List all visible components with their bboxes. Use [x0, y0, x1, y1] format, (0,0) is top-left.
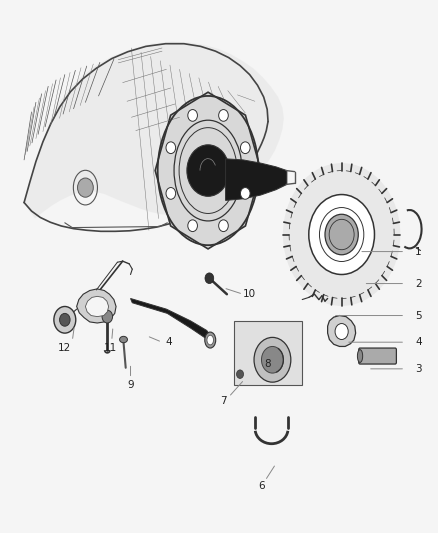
Circle shape: [166, 188, 176, 199]
Circle shape: [254, 337, 291, 382]
Circle shape: [283, 163, 400, 306]
Ellipse shape: [357, 350, 363, 362]
Ellipse shape: [120, 336, 127, 343]
Circle shape: [237, 370, 244, 378]
Circle shape: [240, 142, 250, 154]
Polygon shape: [131, 298, 211, 344]
Polygon shape: [155, 92, 261, 249]
Circle shape: [188, 110, 198, 122]
Text: 5: 5: [415, 311, 422, 320]
Circle shape: [188, 220, 198, 231]
Circle shape: [309, 195, 374, 274]
Ellipse shape: [205, 332, 215, 348]
Polygon shape: [328, 316, 356, 346]
Polygon shape: [77, 289, 116, 323]
FancyBboxPatch shape: [359, 348, 396, 364]
Circle shape: [166, 142, 176, 154]
Text: 4: 4: [165, 337, 172, 347]
Circle shape: [325, 214, 358, 255]
Circle shape: [240, 188, 250, 199]
Text: 3: 3: [415, 364, 422, 374]
Ellipse shape: [207, 335, 213, 345]
Polygon shape: [85, 296, 109, 317]
Circle shape: [60, 313, 70, 326]
Circle shape: [219, 110, 228, 122]
Text: 9: 9: [127, 380, 134, 390]
Polygon shape: [226, 159, 287, 200]
Text: 6: 6: [258, 481, 265, 491]
Text: 4: 4: [415, 337, 422, 347]
Text: 10: 10: [243, 289, 256, 299]
Polygon shape: [24, 42, 284, 219]
Circle shape: [205, 273, 214, 284]
Circle shape: [187, 145, 229, 196]
Circle shape: [261, 346, 283, 373]
Circle shape: [102, 310, 113, 323]
Text: 2: 2: [415, 279, 422, 288]
Circle shape: [335, 324, 348, 340]
Text: 12: 12: [58, 343, 71, 352]
Bar: [234, 321, 302, 385]
Circle shape: [219, 220, 228, 231]
Text: 8: 8: [264, 359, 271, 368]
Circle shape: [54, 306, 76, 333]
Text: 1: 1: [415, 247, 422, 256]
Circle shape: [78, 178, 93, 197]
Text: 11: 11: [104, 343, 117, 352]
Text: 7: 7: [220, 396, 227, 406]
